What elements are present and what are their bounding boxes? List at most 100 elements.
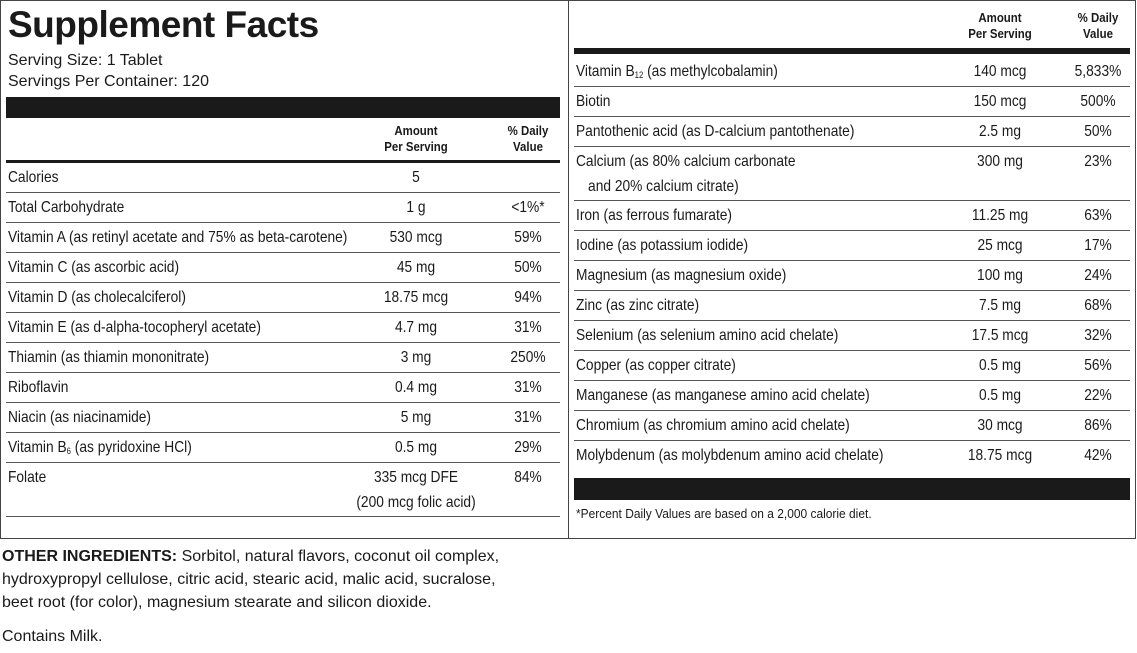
nutrient-name-line: Vitamin D (as cholecalciferol)	[8, 289, 186, 306]
title: Supplement Facts	[8, 4, 319, 45]
nutrient-name-line: Iron (as ferrous fumarate)	[576, 207, 733, 224]
amount-line: 2.5 mg	[978, 123, 1022, 140]
nutrient-name: Magnesium (as magnesium oxide)	[576, 263, 786, 288]
nutrient-name: Total Carbohydrate	[8, 195, 124, 220]
daily-value: 84%	[514, 469, 542, 486]
nutrient-name: Calories	[8, 165, 58, 190]
daily-value: 22%	[1084, 387, 1112, 404]
amount: 4.7 mg	[347, 315, 485, 340]
amount-line: 45 mg	[396, 259, 436, 276]
amount-line: 30 mcg	[977, 417, 1023, 434]
row-rule	[6, 432, 560, 433]
subscript: 12	[634, 70, 644, 80]
nutrient-name-line: Iodine (as potassium iodide)	[576, 237, 749, 254]
row-rule	[6, 282, 560, 283]
nutrient-name-line: Manganese (as manganese amino acid chela…	[576, 387, 870, 404]
nutrient-name: Manganese (as manganese amino acid chela…	[576, 383, 870, 408]
column-header: % Daily Value	[475, 123, 581, 155]
nutrient-name: Vitamin C (as ascorbic acid)	[8, 255, 179, 280]
amount-line: 4.7 mg	[394, 319, 438, 336]
nutrient-name: Iron (as ferrous fumarate)	[576, 203, 732, 228]
amount: 530 mcg	[347, 225, 485, 250]
row-rule	[574, 290, 1130, 291]
row-rule	[6, 516, 560, 517]
nutrient-name-line: Thiamin (as thiamin mononitrate)	[8, 349, 210, 366]
daily-value: 31%	[514, 319, 542, 336]
column-header-line: Amount	[394, 123, 438, 138]
nutrient-name-line: Riboflavin	[8, 379, 69, 396]
column-header-line: Value	[513, 139, 543, 154]
nutrient-name: Niacin (as niacinamide)	[8, 405, 151, 430]
amount: 300 mg	[931, 149, 1069, 174]
row-rule	[574, 200, 1130, 201]
nutrient-name-line: Molybdenum (as molybdenum amino acid che…	[576, 447, 884, 464]
nutrient-name-line: Vitamin C (as ascorbic acid)	[8, 259, 180, 276]
nutrient-name-line: Magnesium (as magnesium oxide)	[576, 267, 787, 284]
amount: 25 mcg	[931, 233, 1069, 258]
row-rule	[6, 372, 560, 373]
daily-value: 50%	[514, 259, 542, 276]
nutrient-name-line: Vitamin B12 (as methylcobalamin)	[576, 63, 778, 80]
row-rule	[574, 86, 1130, 87]
nutrient-name: Zinc (as zinc citrate)	[576, 293, 699, 318]
nutrient-name-line: and 20% calcium citrate)	[588, 178, 739, 195]
daily-value: 250%	[510, 349, 546, 366]
amount: 1 g	[347, 195, 485, 220]
header-rule	[574, 48, 1130, 54]
amount: 0.5 mg	[931, 353, 1069, 378]
row-rule	[574, 380, 1130, 381]
row-rule	[574, 320, 1130, 321]
nutrient-name: Vitamin B6 (as pyridoxine HCl)	[8, 435, 192, 464]
nutrient-name-line: Copper (as copper citrate)	[576, 357, 736, 374]
servings-per-container: Servings Per Container: 120	[8, 73, 209, 90]
daily-value: 29%	[514, 439, 542, 456]
nutrient-name-line: Vitamin A (as retinyl acetate and 75% as…	[8, 229, 348, 246]
row-rule	[574, 260, 1130, 261]
daily-value: 56%	[1084, 357, 1112, 374]
nutrient-name-line: Vitamin E (as d-alpha-tocopheryl acetate…	[8, 319, 261, 336]
daily-value: <1%*	[511, 199, 545, 216]
nutrient-name-line: Zinc (as zinc citrate)	[576, 297, 700, 314]
amount: 17.5 mcg	[931, 323, 1069, 348]
column-header: % Daily Value	[1045, 10, 1137, 42]
row-rule	[574, 230, 1130, 231]
nutrient-name: Folate	[8, 465, 46, 490]
nutrient-name: Vitamin B12 (as methylcobalamin)	[576, 59, 778, 88]
amount: 18.75 mcg	[931, 443, 1069, 468]
nutrient-name: Pantothenic acid (as D-calcium pantothen…	[576, 119, 854, 144]
amount: 140 mcg	[931, 59, 1069, 84]
daily-value: 31%	[514, 379, 542, 396]
row-rule	[6, 462, 560, 463]
nutrient-name-line: Pantothenic acid (as D-calcium pantothen…	[576, 123, 855, 140]
amount: 100 mg	[931, 263, 1069, 288]
nutrient-name: Molybdenum (as molybdenum amino acid che…	[576, 443, 883, 468]
nutrient-name: Vitamin D (as cholecalciferol)	[8, 285, 186, 310]
daily-value: 31%	[514, 409, 542, 426]
row-rule	[6, 222, 560, 223]
nutrient-name-line: Biotin	[576, 93, 611, 110]
amount: 7.5 mg	[931, 293, 1069, 318]
nutrient-name: Thiamin (as thiamin mononitrate)	[8, 345, 209, 370]
amount: 3 mg	[347, 345, 485, 370]
amount-line: 5 mg	[400, 409, 432, 426]
row-rule	[6, 402, 560, 403]
nutrient-name-line: Folate	[8, 469, 47, 486]
daily-value: 24%	[1084, 267, 1112, 284]
row-rule	[6, 252, 560, 253]
daily-value: 17%	[1084, 237, 1112, 254]
amount: 45 mg	[347, 255, 485, 280]
amount-line: 18.75 mcg	[383, 289, 449, 306]
nutrient-name-rest: (as pyridoxine HCl)	[74, 439, 192, 456]
amount-line: 11.25 mg	[971, 207, 1029, 224]
amount-line: 17.5 mcg	[971, 327, 1029, 344]
amount-line: 335 mcg DFE	[373, 469, 459, 486]
amount-line: 5	[412, 169, 420, 186]
column-header-line: Per Serving	[384, 139, 448, 154]
panel-divider	[568, 0, 569, 538]
row-rule	[574, 350, 1130, 351]
nutrient-name-line: Calories	[8, 169, 59, 186]
nutrient-name: Vitamin E (as d-alpha-tocopheryl acetate…	[8, 315, 261, 340]
nutrient-name: Chromium (as chromium amino acid chelate…	[576, 413, 850, 438]
amount-line: 530 mcg	[389, 229, 443, 246]
